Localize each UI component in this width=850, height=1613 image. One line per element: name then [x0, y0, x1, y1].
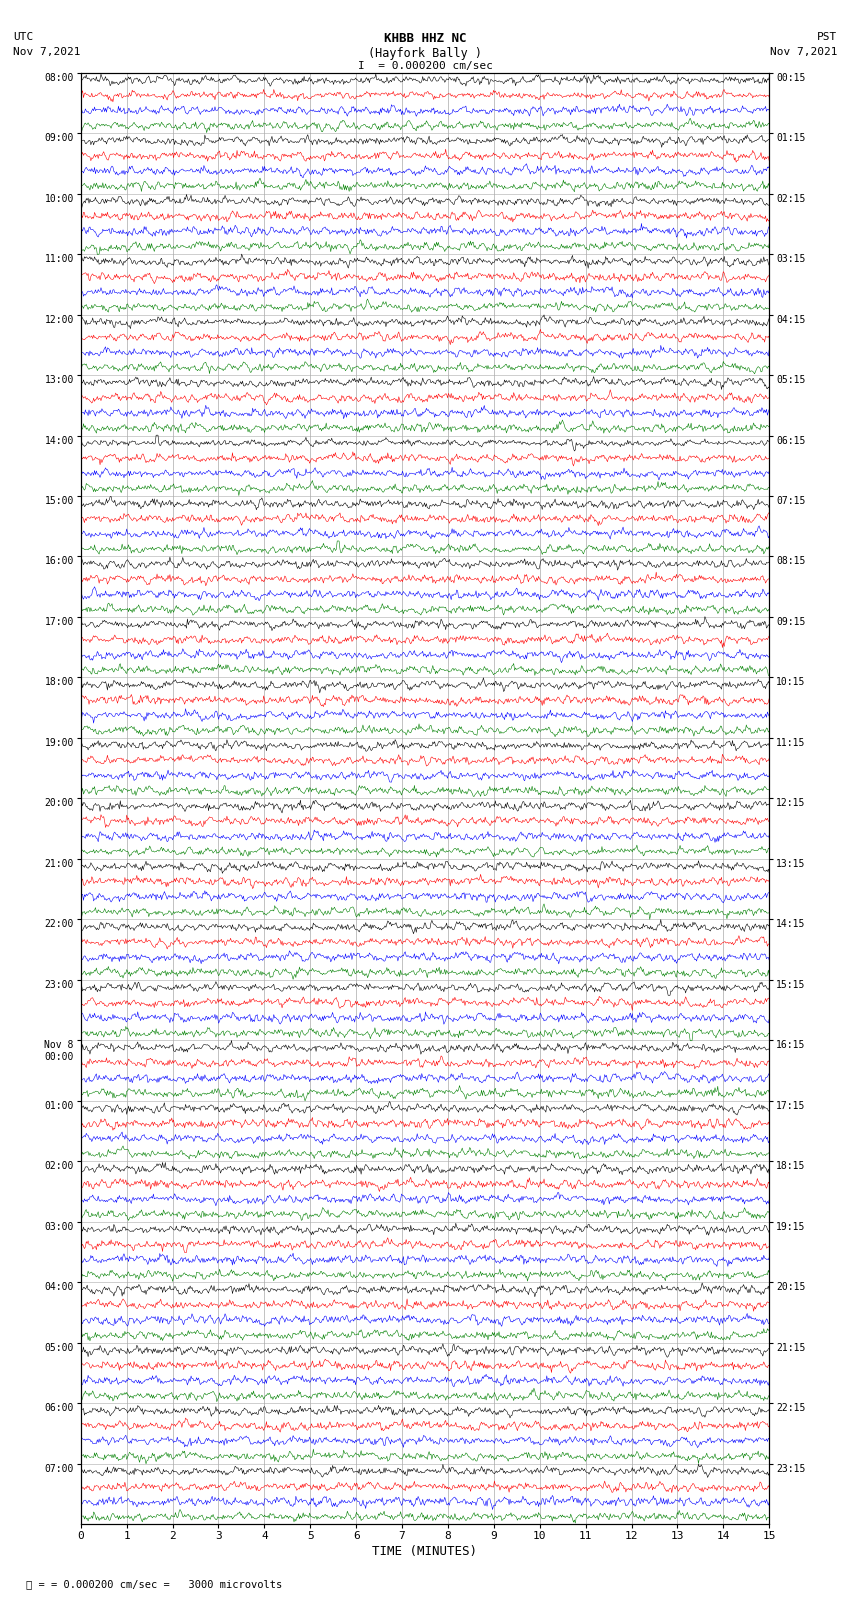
- X-axis label: TIME (MINUTES): TIME (MINUTES): [372, 1545, 478, 1558]
- Text: UTC: UTC: [13, 32, 33, 42]
- Text: I  = 0.000200 cm/sec: I = 0.000200 cm/sec: [358, 61, 492, 71]
- Text: Nov 7,2021: Nov 7,2021: [13, 47, 80, 56]
- Text: (Hayfork Bally ): (Hayfork Bally ): [368, 47, 482, 60]
- Text: KHBB HHZ NC: KHBB HHZ NC: [383, 32, 467, 45]
- Text: ⎸ = = 0.000200 cm/sec =   3000 microvolts: ⎸ = = 0.000200 cm/sec = 3000 microvolts: [26, 1579, 281, 1589]
- Text: PST: PST: [817, 32, 837, 42]
- Text: Nov 7,2021: Nov 7,2021: [770, 47, 837, 56]
